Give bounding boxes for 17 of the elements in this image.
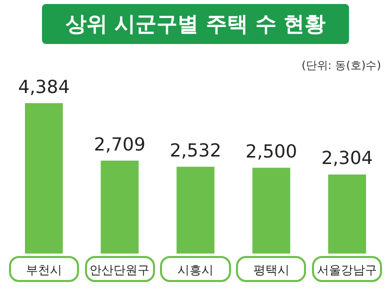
data-label: 4,384 bbox=[18, 76, 70, 98]
text: (단위: 동(호)수) bbox=[302, 58, 381, 73]
x-tick-label: 평택시 bbox=[253, 262, 290, 277]
bar bbox=[176, 166, 214, 254]
x-tick-label: 서울강남구 bbox=[317, 262, 378, 277]
x-tick-label: 안산단원구 bbox=[90, 262, 150, 277]
bar bbox=[24, 103, 63, 254]
data-label: 2,500 bbox=[246, 141, 298, 162]
chart-title: 상위 시군구별 주택 수 현황 bbox=[42, 4, 349, 44]
bar bbox=[100, 160, 139, 254]
bar bbox=[252, 168, 290, 254]
data-label: 2,532 bbox=[170, 140, 222, 162]
data-label: 2,304 bbox=[321, 148, 373, 170]
x-tick-label: 부천시 bbox=[26, 262, 62, 277]
bar bbox=[328, 174, 366, 254]
data-label: 2,709 bbox=[94, 134, 146, 156]
x-tick-label: 시흥시 bbox=[178, 262, 214, 277]
